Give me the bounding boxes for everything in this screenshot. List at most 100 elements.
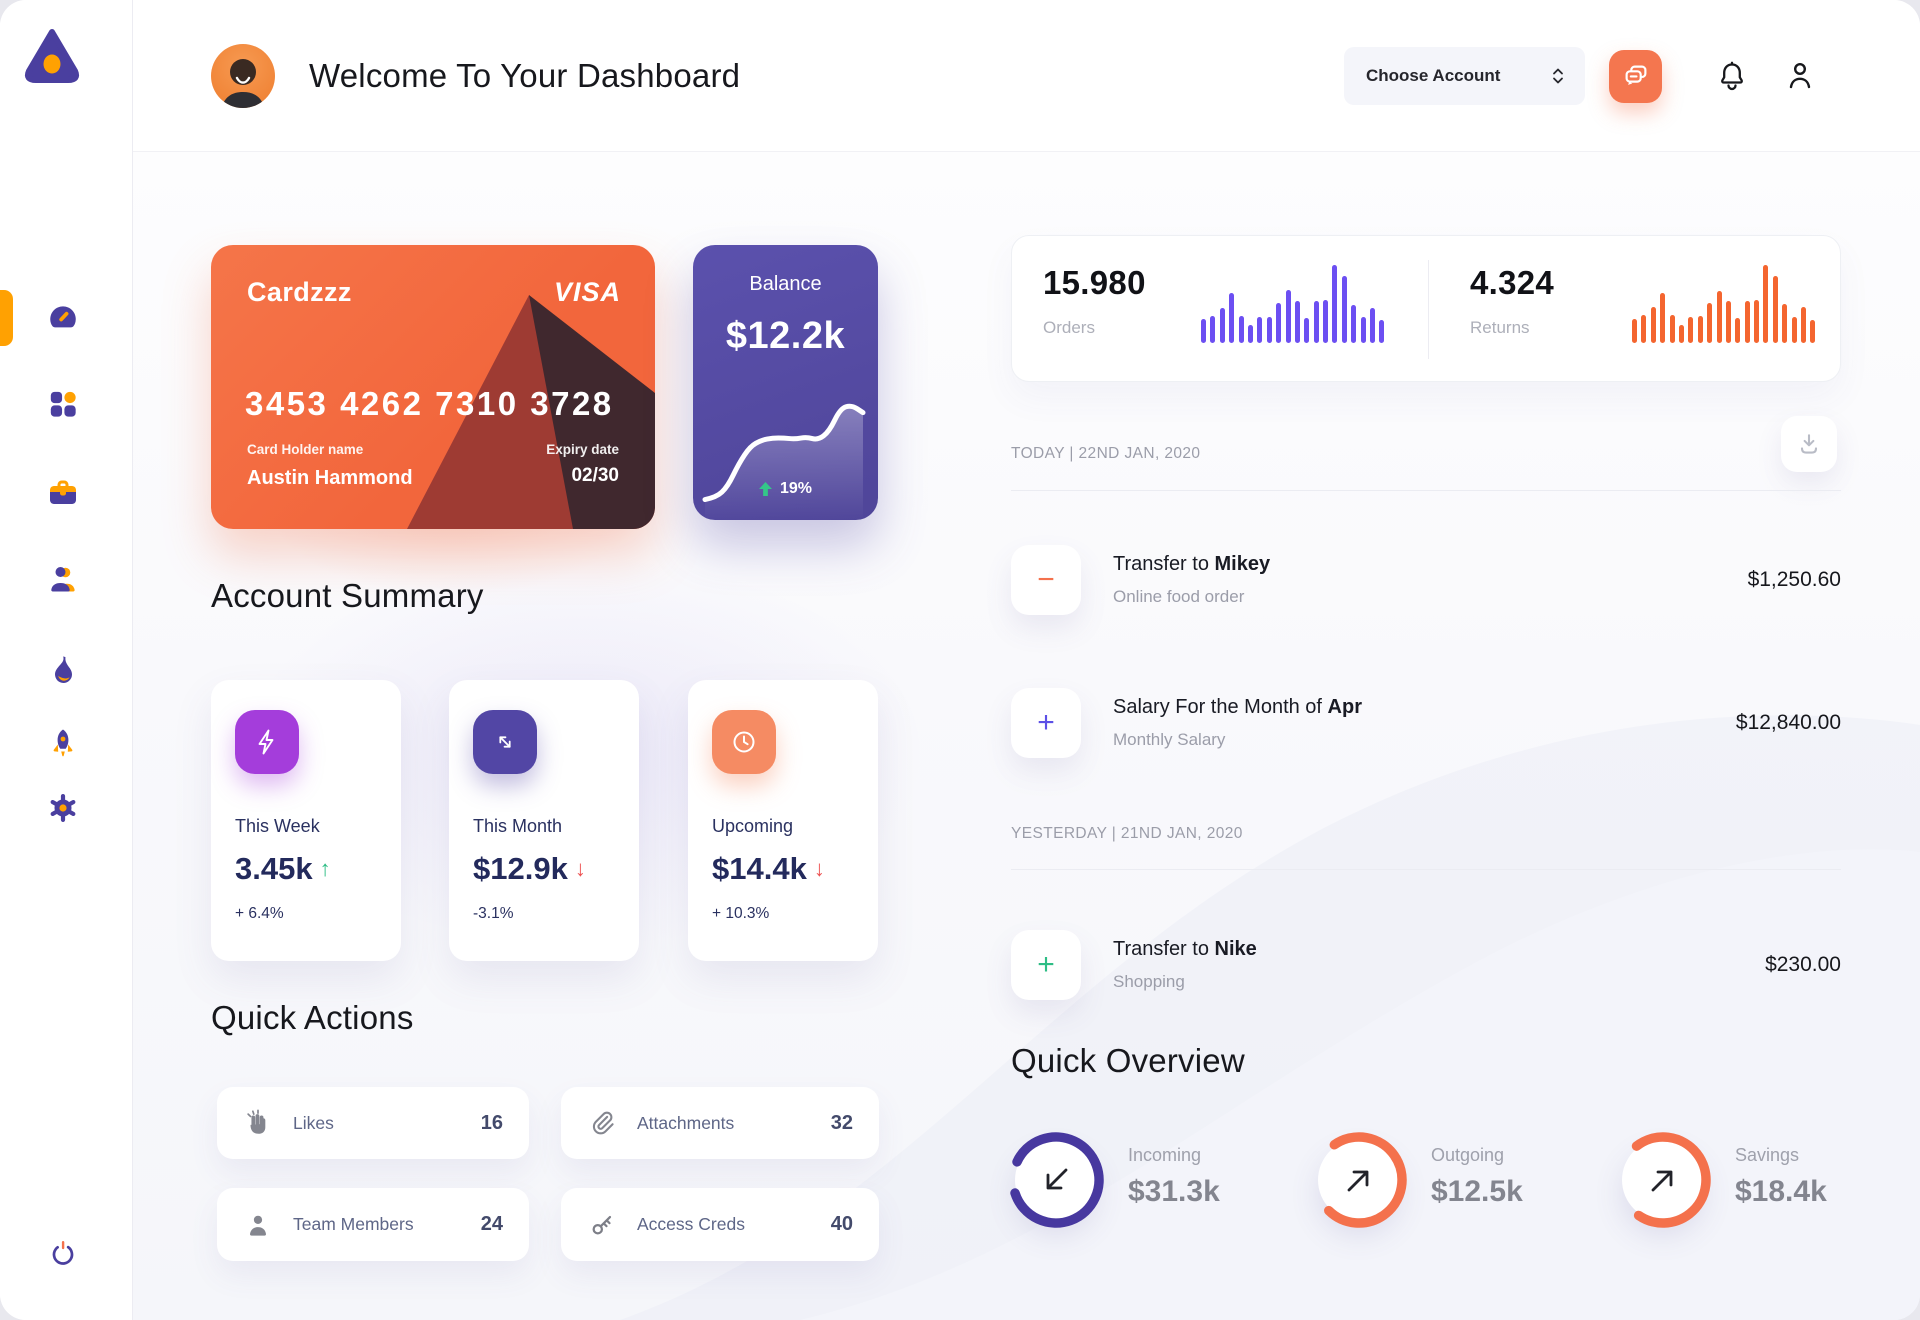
transaction-row-mikey[interactable]: − Transfer to Mikey Online food order $1… [1011, 545, 1841, 615]
trend-down-icon: ↓ [813, 856, 825, 881]
briefcase-icon [50, 480, 76, 504]
transaction-texts: Salary For the Month of Apr Monthly Sala… [1113, 696, 1362, 750]
transaction-texts: Transfer to Nike Shopping [1113, 938, 1257, 992]
member-icon [250, 1215, 266, 1236]
incoming-donut [1006, 1130, 1106, 1230]
arrow-up-icon [759, 482, 772, 496]
balance-card: Balance $12.2k 19% [693, 245, 878, 522]
power-icon [52, 1241, 74, 1265]
card-holder-label: Card Holder name [247, 442, 364, 457]
outgoing-texts: Outgoing $12.5k [1431, 1145, 1523, 1209]
quick-action-likes[interactable]: Likes 16 [217, 1087, 529, 1159]
chat-button[interactable] [1609, 49, 1662, 103]
account-select[interactable]: Choose Account [1344, 47, 1585, 105]
profile-button[interactable] [1778, 54, 1822, 98]
transaction-row-salary[interactable]: + Salary For the Month of Apr Monthly Sa… [1011, 688, 1841, 758]
transaction-row-nike[interactable]: + Transfer to Nike Shopping $230.00 [1011, 930, 1841, 1000]
sidebar-item-settings[interactable] [41, 786, 85, 830]
summary-value: $14.4k ↓ [712, 851, 825, 886]
quick-overview-title: Quick Overview [1011, 1042, 1245, 1079]
card-expiry: 02/30 [571, 465, 619, 486]
card-mountain-graphic [407, 295, 655, 529]
overview-value: $18.4k [1735, 1175, 1827, 1208]
quick-actions-title: Quick Actions [211, 999, 414, 1036]
orders-value: 15.980 [1043, 264, 1146, 301]
balance-sparkline [702, 403, 866, 522]
sidebar [0, 0, 133, 1320]
divider [1011, 869, 1841, 870]
sidebar-item-team[interactable] [41, 557, 85, 601]
quick-action-count: 16 [480, 1111, 503, 1134]
outgoing-donut [1309, 1130, 1409, 1230]
transaction-amount: $1,250.60 [1747, 568, 1841, 591]
overview-label: Incoming [1128, 1145, 1202, 1165]
sidebar-item-projects[interactable] [41, 471, 85, 515]
summary-value: $12.9k ↓ [473, 851, 586, 886]
clock-icon [712, 710, 776, 774]
grid-icon [50, 391, 76, 417]
chevron-up-down-icon [1553, 68, 1563, 84]
balance-value: $12.2k [725, 315, 846, 357]
quick-action-access-creds[interactable]: Access Creds 40 [561, 1188, 879, 1261]
overview-label: Savings [1735, 1145, 1800, 1165]
orders-mini-bar-chart [1201, 263, 1385, 343]
transaction-title: Transfer to Nike [1113, 938, 1257, 960]
user-icon [51, 567, 75, 592]
transaction-amount: $230.00 [1765, 953, 1841, 976]
main-content: Cardzzz VISA 3453 4262 7310 3728 Card Ho… [133, 152, 1920, 1320]
quick-action-team-members[interactable]: Team Members 24 [217, 1188, 529, 1261]
quick-action-label: Attachments [637, 1112, 735, 1133]
returns-mini-bar-chart [1632, 263, 1816, 343]
date-group-today: TODAY | 22ND JAN, 2020 [1011, 445, 1201, 462]
quick-action-count: 32 [830, 1111, 853, 1134]
credit-card: Cardzzz VISA 3453 4262 7310 3728 Card Ho… [211, 245, 655, 529]
sidebar-logout[interactable] [41, 1231, 85, 1275]
sidebar-item-launch[interactable] [41, 721, 85, 765]
key-icon [592, 1215, 612, 1234]
summary-change: -3.1% [473, 905, 514, 922]
avatar-photo [221, 59, 265, 108]
summary-value: 3.45k ↑ [235, 851, 331, 886]
quick-action-label: Team Members [293, 1214, 414, 1234]
overview-label: Outgoing [1431, 1145, 1505, 1165]
app-logo[interactable] [20, 24, 84, 88]
speedometer-icon [50, 306, 76, 328]
quick-action-label: Access Creds [637, 1214, 745, 1234]
summary-card-this-week: This Week 3.45k ↑ + 6.4% [211, 680, 401, 961]
summary-change: + 10.3% [712, 905, 770, 922]
transaction-subtitle: Online food order [1113, 587, 1245, 606]
sidebar-item-activity[interactable] [41, 648, 85, 692]
user-avatar[interactable] [211, 44, 275, 108]
card-expiry-label: Expiry date [546, 442, 619, 457]
trend-down-icon: ↓ [574, 856, 586, 881]
notifications-button[interactable] [1710, 54, 1754, 98]
trend-arrows-icon [473, 710, 537, 774]
balance-change-value: 19% [779, 480, 813, 497]
quick-action-attachments[interactable]: Attachments 32 [561, 1087, 879, 1159]
summary-label: Upcoming [712, 816, 794, 836]
arrow-down-left-icon [1046, 1168, 1068, 1190]
summary-label: This Month [473, 816, 563, 836]
card-holder-name: Austin Hammond [247, 467, 413, 489]
download-button[interactable] [1781, 416, 1837, 472]
account-summary-title: Account Summary [211, 577, 484, 614]
quick-action-count: 40 [830, 1213, 853, 1235]
plus-icon: + [1011, 930, 1081, 1000]
returns-value: 4.324 [1470, 264, 1555, 301]
bell-icon [1721, 61, 1743, 91]
summary-label: This Week [235, 816, 320, 836]
sidebar-item-dashboard[interactable] [41, 296, 85, 340]
transaction-amount: $12,840.00 [1735, 711, 1841, 734]
sidebar-item-apps[interactable] [41, 382, 85, 426]
quick-action-label: Likes [293, 1112, 334, 1133]
orders-label: Orders [1043, 318, 1095, 337]
arrow-up-right-icon [1651, 1170, 1673, 1192]
balance-change: 19% [693, 480, 878, 498]
savings-donut [1613, 1130, 1713, 1230]
savings-texts: Savings $18.4k [1735, 1145, 1827, 1209]
gear-icon [50, 794, 76, 822]
trend-up-icon: ↑ [319, 856, 331, 881]
divider [1428, 260, 1429, 359]
quick-action-count: 24 [480, 1213, 503, 1235]
